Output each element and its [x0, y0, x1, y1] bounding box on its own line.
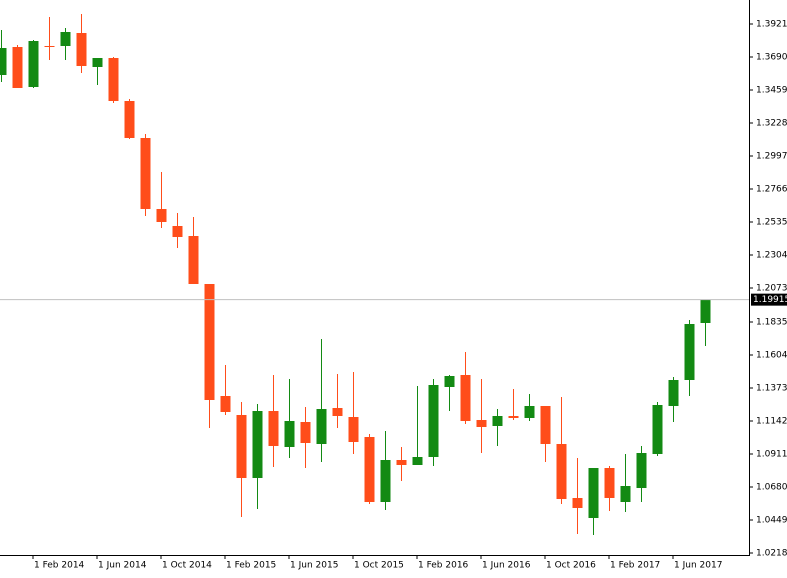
- x-tick-label: 1 Feb 2017: [610, 561, 660, 571]
- y-tick-label: 1.04490: [756, 516, 787, 526]
- candle-body: [396, 460, 407, 465]
- candle-body: [156, 209, 167, 222]
- y-tick-label: 1.11420: [756, 417, 787, 427]
- candle-body: [476, 420, 487, 427]
- current-price-box: [751, 293, 787, 306]
- candle-body: [172, 226, 183, 237]
- y-tick-label: 1.09110: [756, 450, 787, 460]
- x-tick-label: 1 Jun 2017: [674, 561, 722, 571]
- y-tick-label: 1.39210: [756, 20, 787, 30]
- current-price-label: 1.19915: [753, 295, 787, 305]
- candle-body: [460, 375, 471, 421]
- y-tick-label: 1.36900: [756, 53, 787, 63]
- candle-body: [0, 48, 7, 75]
- y-tick-label: 1.18350: [756, 318, 787, 328]
- y-tick-label: 1.27660: [756, 185, 787, 195]
- x-tick-label: 1 Jun 2016: [482, 561, 531, 571]
- candle-body: [428, 385, 439, 457]
- y-tick-label: 1.32280: [756, 119, 787, 129]
- candle-body: [76, 33, 87, 66]
- x-tick-label: 1 Feb 2014: [34, 561, 85, 571]
- candle-body: [380, 460, 391, 502]
- candle-body: [604, 468, 615, 498]
- y-tick-label: 1.34590: [756, 86, 787, 96]
- candle-body: [60, 32, 71, 46]
- candle-body: [620, 486, 631, 502]
- candle-body: [588, 468, 599, 518]
- x-tick-label: 1 Oct 2014: [162, 561, 212, 571]
- candle-body: [572, 498, 583, 508]
- candle-body: [44, 46, 55, 47]
- y-tick-label: 1.16040: [756, 351, 787, 361]
- candle-body: [700, 299, 711, 323]
- candle-body: [492, 416, 503, 426]
- x-tick-label: 1 Feb 2016: [418, 561, 469, 571]
- candle-body: [252, 411, 263, 478]
- candle-body: [28, 41, 39, 87]
- x-tick-label: 1 Feb 2015: [226, 561, 276, 571]
- x-tick-label: 1 Oct 2015: [354, 561, 404, 571]
- candle-body: [652, 405, 663, 454]
- candle-body: [540, 406, 551, 444]
- y-tick-label: 1.06800: [756, 483, 787, 493]
- candle-body: [364, 437, 375, 502]
- candle-body: [508, 416, 519, 418]
- candle-body: [348, 417, 359, 442]
- x-tick-label: 1 Jun 2015: [290, 561, 338, 571]
- y-tick-label: 1.20730: [756, 284, 787, 294]
- candle-body: [668, 380, 679, 406]
- candle-body: [268, 411, 279, 446]
- candle-body: [92, 58, 103, 67]
- candle-body: [220, 396, 231, 412]
- candle-body: [524, 406, 535, 418]
- candle-body: [412, 457, 423, 465]
- candle-body: [236, 415, 247, 478]
- candle-body: [444, 376, 455, 387]
- candle-body: [284, 421, 295, 447]
- y-tick-label: 1.02180: [756, 549, 787, 559]
- candle-body: [204, 284, 215, 400]
- candle-body: [124, 101, 135, 138]
- candle-body: [108, 58, 119, 101]
- candle-body: [332, 408, 343, 416]
- candle-body: [684, 324, 695, 380]
- y-tick-label: 1.13730: [756, 384, 787, 394]
- candle-body: [316, 409, 327, 444]
- candle-body: [188, 236, 199, 284]
- candle-body: [12, 47, 23, 88]
- y-tick-label: 1.29970: [756, 152, 787, 162]
- x-tick-label: 1 Oct 2016: [546, 561, 596, 571]
- x-tick-label: 1 Jun 2014: [98, 561, 147, 571]
- candle-body: [636, 453, 647, 488]
- candle-body: [300, 422, 311, 443]
- y-tick-label: 1.23040: [756, 251, 787, 261]
- candle-body: [556, 444, 567, 499]
- candle-body: [140, 138, 151, 209]
- y-tick-label: 1.25350: [756, 218, 787, 228]
